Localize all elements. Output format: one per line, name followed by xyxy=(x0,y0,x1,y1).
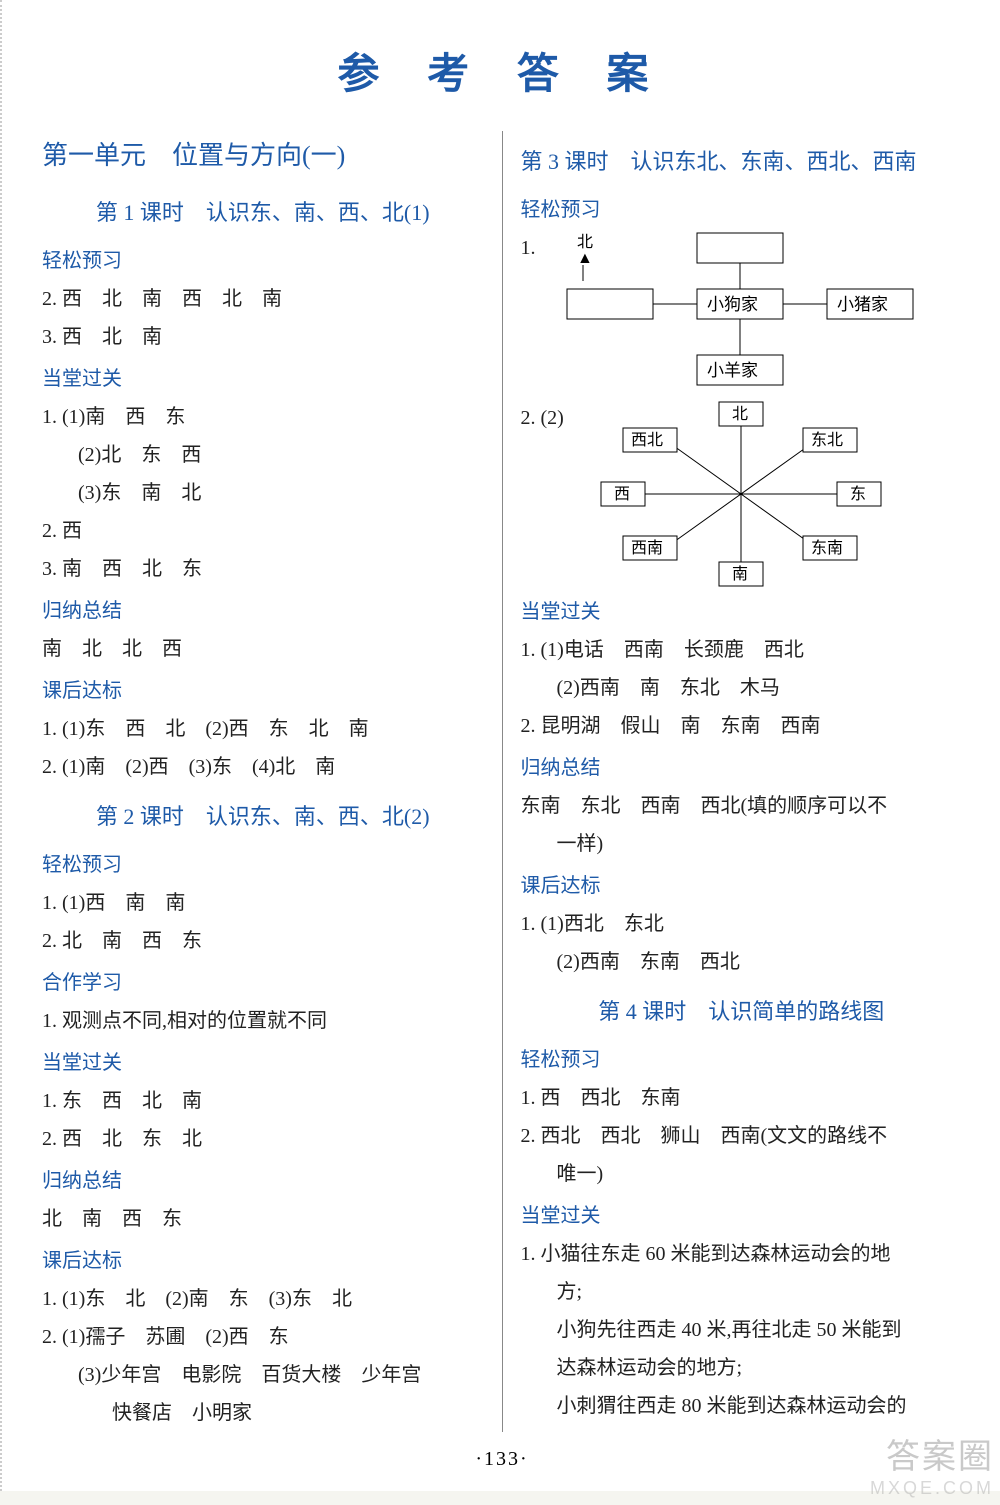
answer-line: 2. 北 南 西 东 xyxy=(42,922,484,960)
svg-text:东: 东 xyxy=(850,485,866,503)
section-label: 归纳总结 xyxy=(42,1162,484,1200)
lesson1-title: 第 1 课时 认识东、南、西、北(1) xyxy=(42,192,484,234)
diagram1-row: 1. 北 ▲ 小狗家 小猪家 xyxy=(521,229,963,399)
left-column: 第一单元 位置与方向(一) 第 1 课时 认识东、南、西、北(1) 轻松预习 2… xyxy=(42,131,502,1432)
section-label: 轻松预习 xyxy=(42,846,484,884)
answer-line: 1. 观测点不同,相对的位置就不同 xyxy=(42,1002,484,1040)
lesson3-title: 第 3 课时 认识东北、东南、西北、西南 xyxy=(521,141,963,183)
answer-line: 2. 西北 西北 狮山 西南(文文的路线不 xyxy=(521,1117,963,1155)
answer-line: 东南 东北 西南 西北(填的顺序可以不 xyxy=(521,787,963,825)
section-label: 合作学习 xyxy=(42,964,484,1002)
page-number: ·133· xyxy=(42,1448,962,1471)
answer-line: 1. (1)西 南 南 xyxy=(42,884,484,922)
page: 参 考 答 案 第一单元 位置与方向(一) 第 1 课时 认识东、南、西、北(1… xyxy=(0,0,1000,1491)
unit-title: 第一单元 位置与方向(一) xyxy=(42,131,484,180)
answer-line: 唯一) xyxy=(521,1155,963,1193)
answer-line: 2. 西 北 南 西 北 南 xyxy=(42,280,484,318)
answer-line: 达森林运动会的地方; xyxy=(521,1349,963,1387)
answer-line: 1. 西 西北 东南 xyxy=(521,1079,963,1117)
lesson4-title: 第 4 课时 认识简单的路线图 xyxy=(521,991,963,1033)
answer-line: (2)北 东 西 xyxy=(42,436,484,474)
section-label: 归纳总结 xyxy=(521,749,963,787)
answer-line: 3. 南 西 北 东 xyxy=(42,550,484,588)
answer-line: 1. 东 西 北 南 xyxy=(42,1082,484,1120)
answer-line: (3)东 南 北 xyxy=(42,474,484,512)
answer-line: 1. (1)西北 东北 xyxy=(521,905,963,943)
center-label: 小狗家 xyxy=(707,295,758,314)
svg-text:西北: 西北 xyxy=(631,431,663,449)
direction-diagram-1: 北 ▲ 小狗家 小猪家 xyxy=(547,229,927,399)
diagram2-row: 2. (2) 北 南 东 西 东北 西北 东南 西南 xyxy=(521,399,963,589)
answer-line: 小刺猬往西走 80 米能到达森林运动会的 xyxy=(521,1387,963,1425)
section-label: 当堂过关 xyxy=(42,360,484,398)
answer-line: (3)少年宫 电影院 百货大楼 少年宫 xyxy=(42,1356,484,1394)
section-label: 轻松预习 xyxy=(521,191,963,229)
answer-line: 南 北 北 西 xyxy=(42,630,484,668)
north-arrow-icon: ▲ xyxy=(577,250,593,267)
section-label: 轻松预习 xyxy=(42,242,484,280)
answer-line: 方; xyxy=(521,1273,963,1311)
section-label: 当堂过关 xyxy=(42,1044,484,1082)
answer-line: 2. 西 xyxy=(42,512,484,550)
north-label: 北 xyxy=(577,233,593,251)
svg-text:东北: 东北 xyxy=(811,431,843,449)
svg-text:南: 南 xyxy=(732,565,748,583)
answer-line: 2. 昆明湖 假山 南 东南 西南 xyxy=(521,707,963,745)
q-number: 2. (2) xyxy=(521,399,581,437)
answer-line: 小狗先往西走 40 米,再往北走 50 米能到 xyxy=(521,1311,963,1349)
watermark-text: 答案圈 xyxy=(870,1429,994,1478)
main-title: 参 考 答 案 xyxy=(42,40,962,101)
watermark-url: MXQE.COM xyxy=(870,1478,994,1499)
answer-line: 一样) xyxy=(521,825,963,863)
answer-line: 2. (1)南 (2)西 (3)东 (4)北 南 xyxy=(42,748,484,786)
answer-line: 2. (1)孺子 苏圃 (2)西 东 xyxy=(42,1318,484,1356)
section-label: 课后达标 xyxy=(521,867,963,905)
answer-line: 北 南 西 东 xyxy=(42,1200,484,1238)
svg-text:西: 西 xyxy=(614,486,630,503)
answer-line: 1. 小猫往东走 60 米能到达森林运动会的地 xyxy=(521,1235,963,1273)
answer-line: 3. 西 北 南 xyxy=(42,318,484,356)
right-column: 第 3 课时 认识东北、东南、西北、西南 轻松预习 1. 北 ▲ 小狗家 xyxy=(503,131,963,1432)
section-label: 当堂过关 xyxy=(521,1197,963,1235)
answer-line: 1. (1)东 北 (2)南 东 (3)东 北 xyxy=(42,1280,484,1318)
answer-line: 1. (1)南 西 东 xyxy=(42,398,484,436)
bottom-label: 小羊家 xyxy=(707,361,758,380)
compass-diagram: 北 南 东 西 东北 西北 东南 西南 xyxy=(581,399,901,589)
section-label: 课后达标 xyxy=(42,672,484,710)
section-label: 归纳总结 xyxy=(42,592,484,630)
answer-line: 1. (1)电话 西南 长颈鹿 西北 xyxy=(521,631,963,669)
lesson2-title: 第 2 课时 认识东、南、西、北(2) xyxy=(42,796,484,838)
section-label: 轻松预习 xyxy=(521,1041,963,1079)
svg-text:东南: 东南 xyxy=(811,539,843,557)
watermark: 答案圈 MXQE.COM xyxy=(870,1429,994,1499)
columns: 第一单元 位置与方向(一) 第 1 课时 认识东、南、西、北(1) 轻松预习 2… xyxy=(42,131,962,1432)
section-label: 课后达标 xyxy=(42,1242,484,1280)
answer-line: (2)西南 南 东北 木马 xyxy=(521,669,963,707)
answer-line: 1. (1)东 西 北 (2)西 东 北 南 xyxy=(42,710,484,748)
right-label: 小猪家 xyxy=(837,295,888,314)
answer-line: (2)西南 东南 西北 xyxy=(521,943,963,981)
svg-text:西南: 西南 xyxy=(631,539,663,557)
answer-line: 快餐店 小明家 xyxy=(42,1394,484,1432)
q-number: 1. xyxy=(521,229,547,267)
answer-line: 2. 西 北 东 北 xyxy=(42,1120,484,1158)
section-label: 当堂过关 xyxy=(521,593,963,631)
svg-text:北: 北 xyxy=(732,405,748,423)
